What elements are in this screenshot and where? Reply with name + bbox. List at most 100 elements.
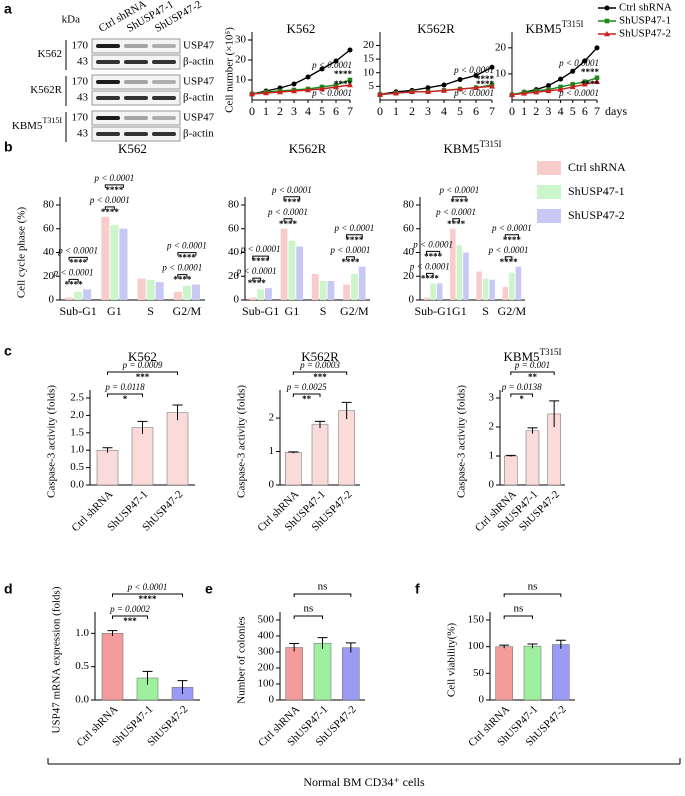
significance: **** <box>500 257 519 267</box>
bracket <box>504 256 513 260</box>
chart-title: KBM5T315I <box>443 139 501 156</box>
legend-label: Ctrl shRNA <box>568 160 626 174</box>
y-tick-label: 0 <box>49 294 55 306</box>
bar <box>296 246 304 300</box>
x-tick-label: 4 <box>558 104 564 118</box>
error-bar <box>315 420 325 429</box>
p-value: p < 0.0001 <box>333 223 374 233</box>
point <box>249 91 255 97</box>
kda-value: 43 <box>77 56 89 68</box>
x-tick-label: 7 <box>489 104 495 118</box>
error-bar <box>341 401 352 420</box>
panel-label: a <box>4 1 12 17</box>
chart-title: K562 <box>287 21 316 36</box>
x-tick-label: G2/M <box>498 304 527 318</box>
bar <box>552 644 570 701</box>
point <box>533 89 540 95</box>
x-tick-label: 5 <box>570 104 576 118</box>
significance: * <box>519 394 524 404</box>
blot-band <box>124 80 148 84</box>
y-tick-label: 3 <box>489 392 495 404</box>
legend-swatch <box>537 161 561 175</box>
error-bar <box>527 643 538 649</box>
cell-line-name: K562R <box>30 84 62 96</box>
y-tick-label: 2 <box>269 412 275 424</box>
point <box>509 91 515 97</box>
blot-band <box>152 96 176 100</box>
bar <box>137 278 146 300</box>
significance: *** <box>136 372 150 382</box>
bar <box>358 266 366 300</box>
error-bar <box>527 427 538 434</box>
bar <box>249 297 257 300</box>
kda-value: 170 <box>72 40 89 52</box>
y-tick-label: 80 <box>43 199 55 211</box>
point <box>409 88 415 95</box>
bar <box>489 279 495 300</box>
bracket <box>503 615 533 619</box>
series-line <box>251 84 351 95</box>
p-value: p < 0.0001 <box>558 58 599 68</box>
p-value: p < 0.0001 <box>409 261 450 271</box>
significance: **** <box>581 79 600 89</box>
y-tick-label: 300 <box>258 646 275 658</box>
bracket <box>510 393 533 397</box>
p-value: p < 0.0001 <box>491 223 532 233</box>
point <box>263 90 269 96</box>
cell-line-label: K562R <box>30 84 62 96</box>
point <box>594 75 600 81</box>
x-tick-label: 4 <box>441 104 447 118</box>
y-axis-label: Cell viability(%) <box>446 623 458 698</box>
significance: ns <box>318 581 328 593</box>
bracket <box>177 274 188 278</box>
y-tick-label: 0.5 <box>70 461 84 473</box>
significance: **** <box>65 279 84 289</box>
footer-label: Normal BM CD34⁺ cells <box>303 775 425 789</box>
point <box>489 64 495 70</box>
bracket <box>503 593 562 597</box>
bracket <box>452 218 460 222</box>
x-tick-label: Sub-G1 <box>414 304 451 318</box>
y-tick-label: 60 <box>43 222 55 234</box>
bar <box>504 455 518 486</box>
bar <box>350 273 358 300</box>
bracket <box>112 593 183 597</box>
bar <box>509 272 515 300</box>
legend-swatch <box>537 209 561 223</box>
bar <box>182 285 191 300</box>
p-value: p < 0.0001 <box>53 267 94 277</box>
point <box>558 76 564 82</box>
significance: *** <box>123 616 137 626</box>
bar <box>110 225 119 300</box>
bar <box>146 279 155 300</box>
p-value: p = 0.0138 <box>501 382 542 392</box>
point <box>291 81 297 87</box>
point <box>347 47 353 53</box>
significance: **** <box>252 256 271 266</box>
bracket <box>68 278 79 283</box>
blot-band <box>96 80 120 84</box>
y-tick-label: 5 <box>369 80 375 92</box>
y-tick-label: 100 <box>258 678 275 690</box>
point <box>347 82 353 88</box>
y-tick-label: 60 <box>403 222 415 234</box>
blot-band <box>124 60 148 64</box>
p-value: p < 0.0001 <box>453 88 494 98</box>
p-value: p < 0.0001 <box>166 241 207 251</box>
bar <box>436 283 443 300</box>
x-tick-label: 6 <box>582 104 588 118</box>
y-tick-label: 50 <box>473 667 485 679</box>
significance: **** <box>341 257 360 267</box>
bar <box>450 228 456 300</box>
blot-band <box>124 44 148 48</box>
x-tick-label: 3 <box>545 104 551 118</box>
x-tick-label: 6 <box>333 104 339 118</box>
y-tick-label: 0.5 <box>75 660 89 672</box>
error-bar <box>499 644 510 649</box>
significance: **** <box>283 197 302 207</box>
bracket <box>107 371 178 375</box>
point <box>569 83 576 90</box>
chart-title: K562R <box>289 141 327 156</box>
point <box>319 86 325 92</box>
chart-title: K562 <box>128 349 157 364</box>
